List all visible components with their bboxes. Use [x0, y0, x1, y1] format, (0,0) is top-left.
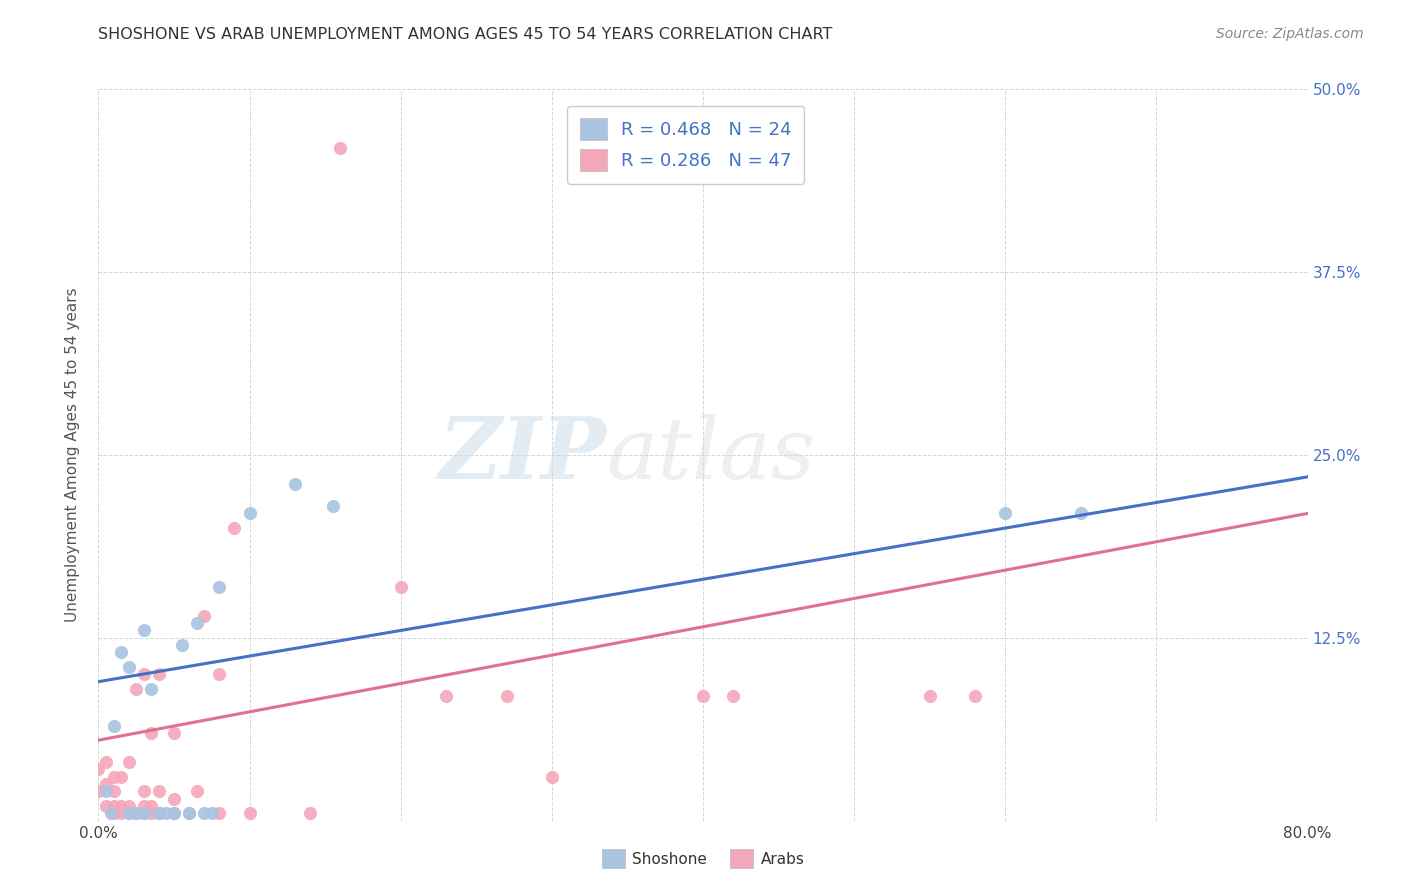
Text: Source: ZipAtlas.com: Source: ZipAtlas.com — [1216, 27, 1364, 41]
Point — [110, 645, 132, 659]
Point — [132, 799, 155, 814]
Point — [193, 608, 215, 623]
Point — [103, 799, 125, 814]
Point — [87, 763, 110, 777]
Point — [110, 806, 132, 821]
Legend: Shoshone, Arabs: Shoshone, Arabs — [593, 841, 813, 875]
Point — [495, 690, 517, 704]
Point — [329, 141, 352, 155]
Point — [125, 806, 148, 821]
Point — [132, 624, 155, 638]
Point — [186, 616, 208, 631]
Point — [284, 477, 307, 491]
Point — [103, 806, 125, 821]
Point — [193, 806, 215, 821]
Point — [148, 784, 170, 798]
Point — [155, 806, 177, 821]
Point — [540, 770, 562, 784]
Legend: R = 0.468   N = 24, R = 0.286   N = 47: R = 0.468 N = 24, R = 0.286 N = 47 — [567, 105, 804, 184]
Point — [87, 784, 110, 798]
Point — [125, 681, 148, 696]
Point — [163, 806, 186, 821]
Point — [692, 690, 714, 704]
Point — [94, 755, 117, 769]
Y-axis label: Unemployment Among Ages 45 to 54 years: Unemployment Among Ages 45 to 54 years — [65, 287, 80, 623]
Point — [103, 784, 125, 798]
Point — [179, 806, 201, 821]
Point — [163, 806, 186, 821]
Point — [103, 718, 125, 732]
Point — [179, 806, 201, 821]
Point — [224, 521, 246, 535]
Point — [141, 806, 163, 821]
Point — [118, 755, 141, 769]
Point — [322, 499, 344, 513]
Point — [141, 726, 163, 740]
Point — [208, 667, 231, 681]
Point — [994, 507, 1017, 521]
Point — [110, 770, 132, 784]
Point — [94, 784, 117, 798]
Point — [118, 660, 141, 674]
Point — [239, 507, 262, 521]
Point — [208, 580, 231, 594]
Text: SHOSHONE VS ARAB UNEMPLOYMENT AMONG AGES 45 TO 54 YEARS CORRELATION CHART: SHOSHONE VS ARAB UNEMPLOYMENT AMONG AGES… — [98, 27, 832, 42]
Point — [965, 690, 987, 704]
Point — [208, 806, 231, 821]
Point — [148, 806, 170, 821]
Point — [163, 726, 186, 740]
Point — [132, 806, 155, 821]
Point — [148, 667, 170, 681]
Point — [918, 690, 941, 704]
Point — [132, 806, 155, 821]
Point — [103, 770, 125, 784]
Text: atlas: atlas — [606, 414, 815, 496]
Point — [118, 799, 141, 814]
Point — [94, 799, 117, 814]
Text: ZIP: ZIP — [439, 413, 606, 497]
Point — [239, 806, 262, 821]
Point — [148, 806, 170, 821]
Point — [163, 791, 186, 805]
Point — [389, 580, 412, 594]
Point — [723, 690, 745, 704]
Point — [201, 806, 224, 821]
Point — [125, 806, 148, 821]
Point — [1070, 507, 1092, 521]
Point — [170, 638, 193, 652]
Point — [141, 681, 163, 696]
Point — [100, 806, 122, 821]
Point — [118, 806, 141, 821]
Point — [132, 784, 155, 798]
Point — [141, 799, 163, 814]
Point — [110, 799, 132, 814]
Point — [132, 667, 155, 681]
Point — [186, 784, 208, 798]
Point — [94, 777, 117, 791]
Point — [434, 690, 457, 704]
Point — [299, 806, 322, 821]
Point — [118, 806, 141, 821]
